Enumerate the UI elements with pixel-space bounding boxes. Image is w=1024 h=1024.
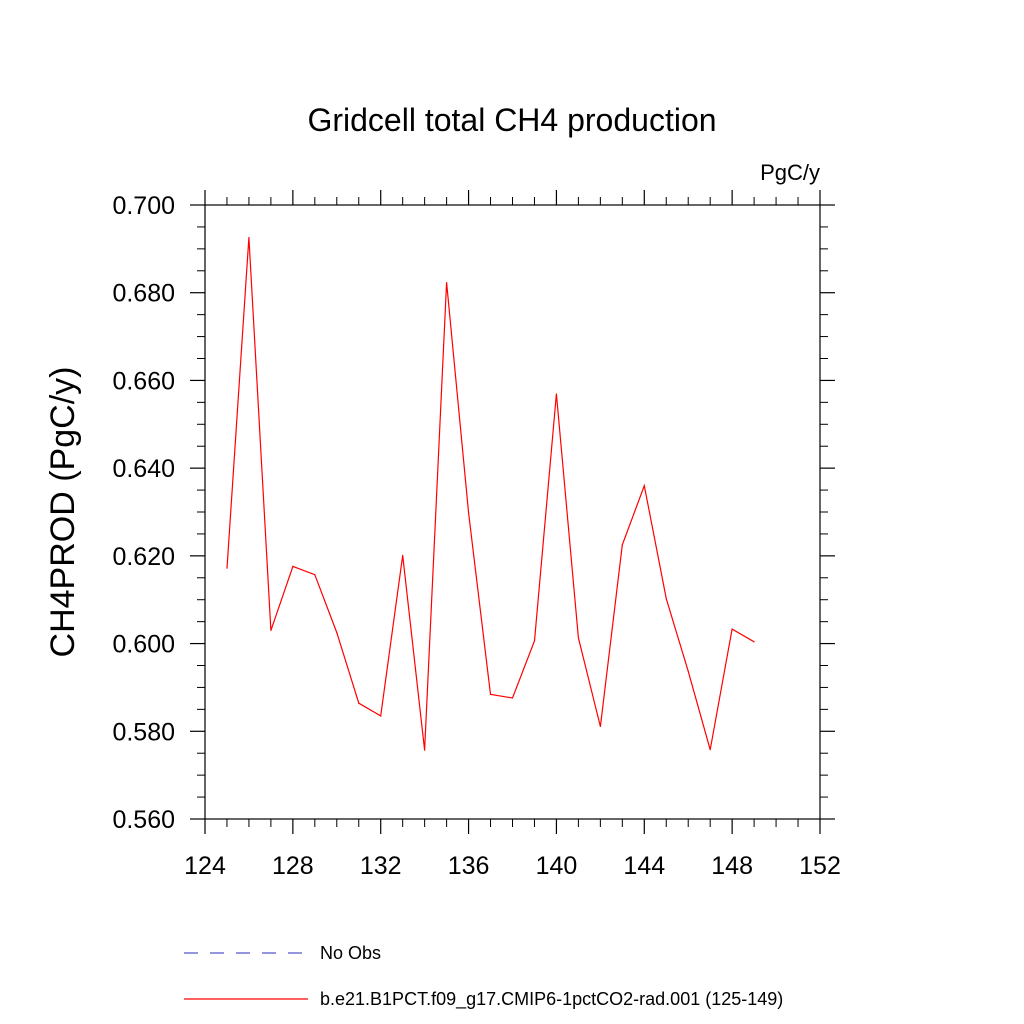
series-layer	[226, 236, 755, 751]
data-point	[467, 512, 470, 514]
x-tick-label: 152	[799, 852, 841, 880]
data-point	[402, 554, 404, 557]
x-tick-label: 132	[360, 852, 402, 880]
legend-label: No Obs	[320, 943, 381, 963]
y-tick-label: 0.640	[112, 455, 175, 483]
data-point	[336, 632, 338, 634]
data-point	[753, 641, 755, 643]
data-point	[731, 628, 733, 630]
x-axis: 124 128 132 136 140 144 148 152	[184, 190, 841, 880]
y-axis: 0.560 0.580 0.600 0.620 0.640 0.660 0.680 0.700	[112, 192, 835, 834]
legend: No Obs b.e21.B1PCT.f09_g17.CMIP6-1pctCO2-…	[184, 943, 783, 1010]
data-point	[599, 725, 601, 728]
data-point	[621, 544, 623, 546]
data-point	[226, 567, 228, 569]
x-tick-label: 144	[623, 852, 665, 880]
y-tick-label: 0.700	[112, 192, 175, 220]
plot-frame	[204, 204, 821, 820]
data-point	[314, 574, 316, 576]
x-tick-label: 136	[448, 852, 490, 880]
x-tick-label: 128	[272, 852, 314, 880]
y-tick-label: 0.680	[112, 280, 175, 308]
x-tick-label: 148	[711, 852, 753, 880]
data-point	[446, 282, 448, 284]
y-tick-label: 0.560	[112, 806, 175, 834]
chart-title: Gridcell total CH4 production	[307, 102, 716, 138]
data-point	[424, 749, 426, 751]
data-point	[292, 565, 294, 567]
data-point	[709, 749, 711, 751]
y-tick-label: 0.660	[112, 367, 175, 395]
legend-label: b.e21.B1PCT.f09_g17.CMIP6-1pctCO2-rad.00…	[320, 989, 783, 1010]
y-axis-label: CH4PROD (PgC/y)	[44, 367, 82, 658]
data-point	[380, 715, 382, 717]
data-point	[555, 393, 558, 395]
x-tick-label: 140	[536, 852, 578, 880]
data-point	[270, 629, 272, 632]
x-tick-label: 124	[184, 852, 226, 880]
data-point	[248, 236, 250, 239]
data-point	[687, 670, 689, 672]
data-point	[489, 693, 492, 696]
series-line	[226, 237, 755, 751]
data-point	[511, 697, 514, 699]
units-label: PgC/y	[760, 160, 820, 185]
data-point	[665, 598, 667, 600]
y-tick-label: 0.600	[112, 631, 175, 659]
data-point	[533, 640, 536, 642]
y-tick-label: 0.620	[112, 543, 175, 571]
data-point	[577, 637, 579, 639]
data-point	[643, 485, 645, 487]
y-tick-label: 0.580	[112, 718, 175, 746]
data-point	[358, 702, 360, 704]
